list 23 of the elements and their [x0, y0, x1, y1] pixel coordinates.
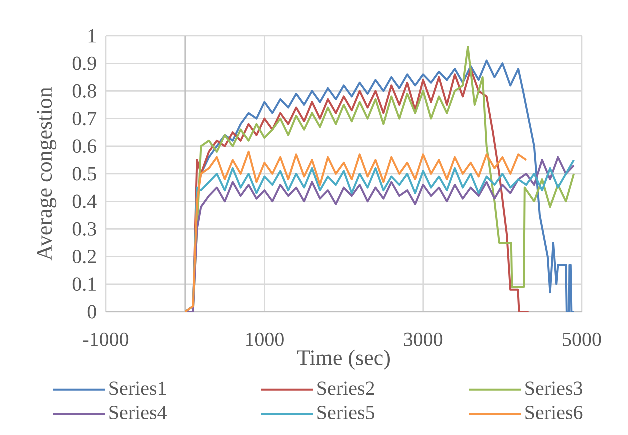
y-axis-title: Average congestion: [37, 87, 57, 261]
x-tick-label: 5000: [563, 332, 602, 346]
legend-label: Series3: [526, 382, 582, 396]
legend-label: Series2: [318, 382, 374, 396]
y-tick-label: 0: [88, 305, 96, 319]
y-tick-label: 0.7: [72, 112, 97, 126]
x-tick-label: -1000: [83, 332, 129, 346]
x-axis-title: Time (sec): [297, 350, 390, 370]
x-tick-label: 3000: [404, 332, 443, 346]
y-tick-label: 0.1: [72, 278, 96, 292]
y-tick-label: 1: [88, 29, 96, 43]
y-tick-label: 0.6: [72, 140, 97, 154]
legend-label: Series4: [110, 406, 167, 420]
y-tick-label: 0.8: [72, 84, 96, 98]
y-tick-label: 0.3: [72, 222, 96, 236]
y-tick-label: 0.9: [72, 56, 96, 70]
y-tick-label: 0.5: [72, 167, 96, 181]
legend-label: Series1: [110, 382, 166, 396]
legend-label: Series6: [526, 406, 583, 420]
y-tick-label: 0.4: [72, 194, 97, 208]
legend-label: Series5: [318, 406, 374, 420]
y-tick-label: 0.2: [72, 250, 96, 264]
x-tick-label: 1000: [246, 332, 284, 346]
